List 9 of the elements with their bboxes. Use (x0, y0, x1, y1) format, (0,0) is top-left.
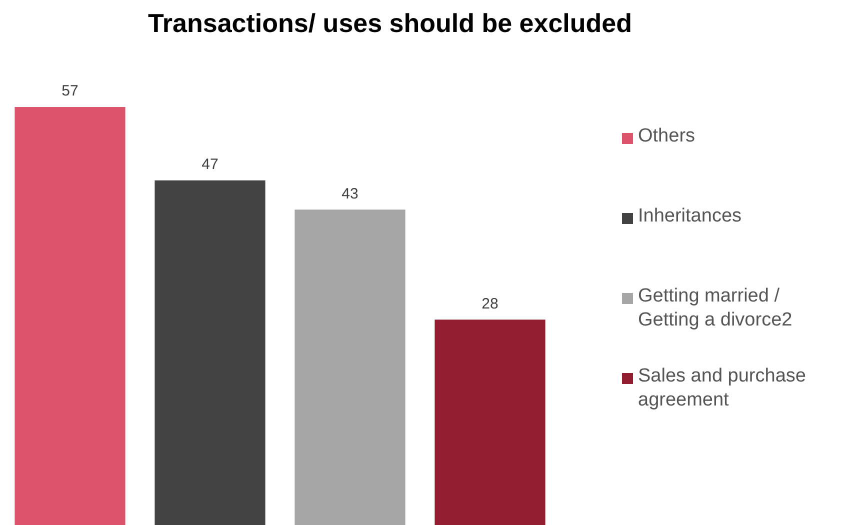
data-label: 28 (482, 295, 498, 312)
legend-label: Inheritances (638, 206, 742, 227)
data-label: 47 (202, 156, 218, 173)
data-label: 43 (342, 185, 358, 202)
legend-label: Sales and purchase agreement (638, 366, 806, 411)
data-label: 57 (62, 82, 78, 100)
legend-label: Others (638, 126, 696, 147)
chart-title: Transactions/ uses should be excluded (146, 8, 634, 39)
legend-label: Getting married / Getting a divorce2 (638, 286, 792, 331)
